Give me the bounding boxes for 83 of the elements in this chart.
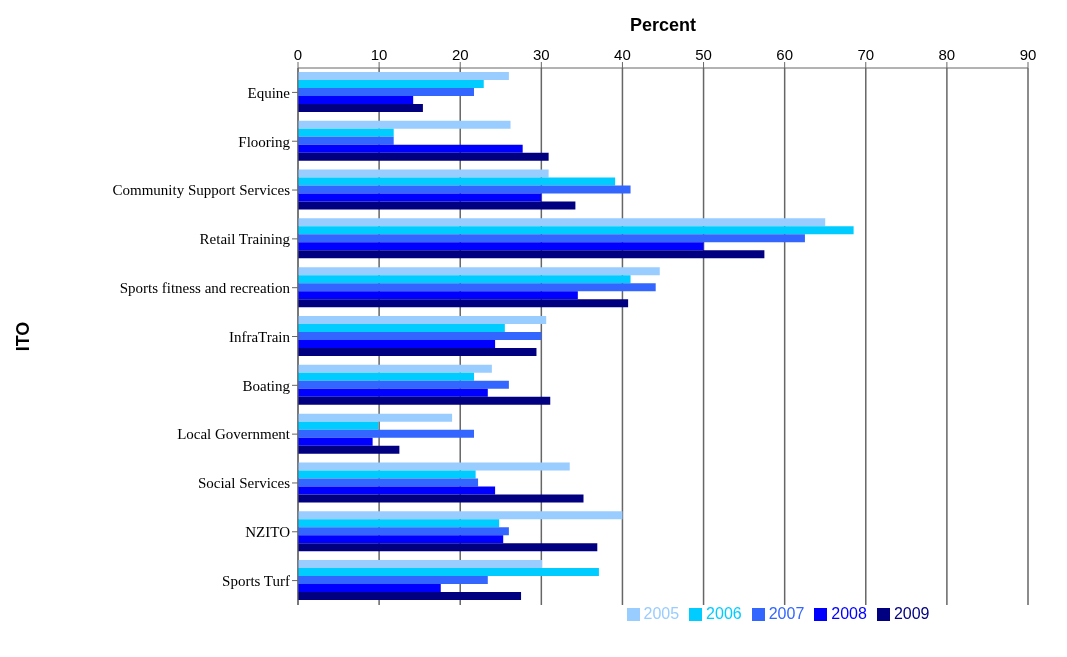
bar <box>298 380 509 389</box>
bar <box>298 242 704 251</box>
bar <box>298 103 423 112</box>
bar <box>298 324 505 332</box>
x-tick-label: 50 <box>695 46 712 63</box>
bar <box>298 470 476 479</box>
x-tick-label: 60 <box>776 46 794 63</box>
bar <box>298 275 631 284</box>
legend-label: 2006 <box>706 605 742 622</box>
x-tick-label: 40 <box>614 46 631 63</box>
bar <box>298 568 599 577</box>
bar <box>298 291 578 300</box>
bar <box>298 413 453 422</box>
bar <box>298 226 854 235</box>
x-tick-label: 80 <box>938 46 956 63</box>
bar <box>298 316 547 324</box>
bar <box>298 429 475 438</box>
y-tick-label: NZITO <box>245 524 291 541</box>
y-tick-label: Sports fitness and recreation <box>119 280 291 297</box>
y-tick-label: Equine <box>247 84 291 101</box>
bar <box>298 79 484 88</box>
bar <box>298 445 400 454</box>
bar <box>298 527 509 536</box>
legend-label: 2005 <box>643 605 680 622</box>
x-tick-label: 90 <box>1019 46 1037 63</box>
bar <box>298 169 549 178</box>
y-tick-label: Community Support Services <box>112 182 291 199</box>
legend-label: 2007 <box>768 605 805 622</box>
bar <box>298 348 537 356</box>
y-tick-label: Sports Turf <box>222 572 290 589</box>
y-tick-label: Boating <box>242 377 291 394</box>
bar <box>298 177 616 186</box>
bar <box>298 193 542 202</box>
legend-label: 2009 <box>893 605 930 622</box>
bar <box>298 218 826 227</box>
y-tick-label: Local Government <box>177 426 291 443</box>
bar <box>298 267 660 276</box>
x-axis-title: Percent <box>629 14 697 35</box>
y-tick-label: Social Services <box>197 475 291 492</box>
bar <box>298 396 551 405</box>
bar <box>298 421 379 430</box>
bar <box>298 511 623 520</box>
bar <box>298 592 522 601</box>
bar <box>298 486 496 495</box>
bar <box>298 120 511 129</box>
bar <box>298 372 475 381</box>
y-tick-label: Retail Training <box>199 231 291 248</box>
bar <box>298 364 492 373</box>
bar <box>298 299 629 308</box>
x-tick-label: 10 <box>370 46 388 63</box>
bar <box>298 340 496 348</box>
bar <box>298 95 414 104</box>
bar <box>298 494 584 503</box>
bar <box>298 462 570 471</box>
y-tick-label: Flooring <box>238 133 291 150</box>
x-tick-label: 30 <box>532 46 550 63</box>
bar <box>298 87 475 96</box>
bar <box>298 283 656 292</box>
bar <box>298 543 598 552</box>
bar <box>298 576 488 585</box>
x-tick-label: 0 <box>293 46 303 63</box>
bar <box>298 128 394 137</box>
bar <box>298 201 576 210</box>
y-tick-label: InfraTrain <box>228 328 291 345</box>
bar <box>298 71 509 80</box>
bar <box>298 560 543 569</box>
bar <box>298 152 549 161</box>
bar <box>298 519 500 528</box>
legend-label: 2008 <box>831 605 867 622</box>
x-tick-label: 70 <box>857 46 875 63</box>
bar <box>298 388 488 397</box>
x-tick-label: 20 <box>451 46 469 63</box>
bar <box>298 332 542 340</box>
bar <box>298 584 441 593</box>
bar <box>298 185 631 194</box>
bar <box>298 144 523 153</box>
bar <box>298 478 479 487</box>
bar <box>298 234 805 243</box>
bar <box>298 136 394 145</box>
bar <box>298 437 373 446</box>
bar <box>298 535 504 544</box>
bar <box>298 250 765 259</box>
y-axis-title: ITO <box>13 321 34 352</box>
